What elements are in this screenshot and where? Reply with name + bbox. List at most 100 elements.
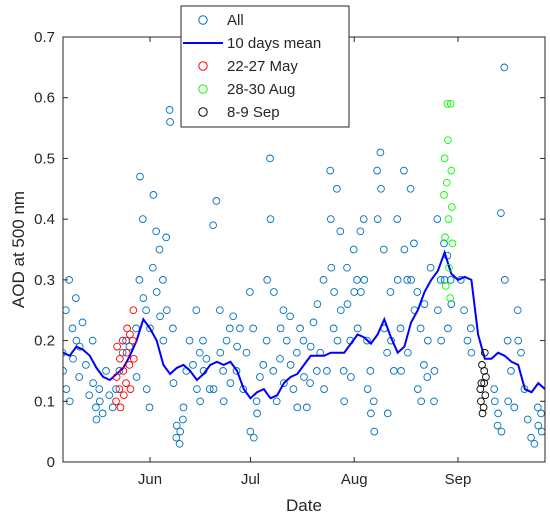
data-point-all-183 bbox=[423, 373, 432, 381]
legend-symbol-all bbox=[198, 15, 208, 25]
data-point-28-30-aug-12 bbox=[448, 239, 457, 248]
data-point-all-31 bbox=[132, 373, 141, 381]
data-point-all-100 bbox=[270, 288, 278, 296]
data-point-all-23 bbox=[105, 391, 114, 400]
data-point-all-67 bbox=[199, 336, 207, 345]
data-point-all-46 bbox=[159, 276, 167, 284]
data-point-28-30-aug-10 bbox=[447, 166, 456, 175]
data-point-all-217 bbox=[517, 348, 525, 357]
data-point-all-34 bbox=[138, 215, 147, 223]
data-point-all-107 bbox=[286, 312, 294, 321]
data-point-all-156 bbox=[376, 148, 385, 157]
data-point-28-30-aug-7 bbox=[445, 263, 453, 272]
y-tick-label: 0.2 bbox=[34, 333, 55, 350]
data-point-all-211 bbox=[503, 336, 512, 345]
legend-symbol-28-30-aug bbox=[198, 84, 208, 94]
data-point-all-220 bbox=[527, 433, 535, 442]
data-point-all-148 bbox=[363, 336, 371, 345]
data-point-all-84 bbox=[236, 324, 244, 333]
data-point-all-118 bbox=[309, 318, 318, 327]
data-point-all-136 bbox=[343, 263, 351, 272]
legend-label-all: All bbox=[227, 12, 244, 29]
data-point-all-14 bbox=[85, 391, 94, 400]
data-point-all-87 bbox=[246, 288, 254, 296]
data-point-all-6 bbox=[68, 324, 77, 333]
data-point-8-9-sep-10 bbox=[480, 379, 489, 387]
data-point-all-112 bbox=[296, 324, 304, 333]
data-point-8-9-sep-9 bbox=[479, 403, 488, 412]
data-point-8-9-sep-1 bbox=[477, 379, 486, 387]
data-point-all-35 bbox=[139, 294, 148, 302]
data-point-all-76 bbox=[219, 367, 227, 375]
data-point-all-89 bbox=[249, 324, 258, 333]
data-point-all-38 bbox=[145, 403, 154, 412]
data-point-all-99 bbox=[269, 367, 278, 375]
data-point-all-221 bbox=[530, 439, 539, 448]
data-point-all-21 bbox=[98, 409, 107, 418]
data-point-all-108 bbox=[286, 361, 295, 369]
data-point-all-200 bbox=[463, 336, 472, 345]
data-point-all-192 bbox=[440, 239, 448, 248]
data-point-28-30-aug-13 bbox=[446, 294, 455, 302]
data-point-all-145 bbox=[357, 288, 365, 296]
data-point-all-182 bbox=[420, 300, 429, 308]
data-point-all-222 bbox=[533, 403, 542, 412]
data-point-all-63 bbox=[192, 306, 201, 315]
data-point-22-27-may-12 bbox=[125, 361, 134, 369]
data-point-all-174 bbox=[407, 276, 415, 284]
data-point-all-160 bbox=[383, 348, 391, 357]
data-point-all-95 bbox=[262, 336, 271, 345]
data-point-all-1 bbox=[63, 367, 67, 375]
data-point-all-36 bbox=[142, 306, 150, 315]
data-point-22-27-may-2 bbox=[113, 342, 121, 351]
data-point-all-208 bbox=[497, 427, 506, 436]
data-point-22-27-may-8 bbox=[119, 391, 128, 400]
data-point-all-197 bbox=[447, 300, 456, 308]
data-point-all-203 bbox=[490, 385, 499, 393]
data-point-all-158 bbox=[379, 245, 388, 254]
data-point-all-133 bbox=[336, 306, 345, 315]
data-point-22-27-may-15 bbox=[128, 336, 137, 345]
data-point-all-97 bbox=[266, 154, 274, 163]
data-point-all-47 bbox=[159, 336, 168, 345]
data-point-all-49 bbox=[162, 306, 171, 315]
data-point-all-109 bbox=[289, 385, 298, 393]
y-tick-label: 0.5 bbox=[34, 150, 55, 167]
data-point-all-179 bbox=[416, 324, 425, 333]
data-point-all-56 bbox=[175, 439, 184, 448]
data-point-all-81 bbox=[229, 312, 238, 321]
data-point-22-27-may-11 bbox=[123, 324, 131, 333]
data-point-22-27-may-7 bbox=[119, 367, 128, 375]
data-point-22-27-may-4 bbox=[116, 354, 124, 363]
data-point-all-18 bbox=[92, 415, 101, 424]
data-point-22-27-may-13 bbox=[126, 330, 134, 339]
data-point-all-15 bbox=[88, 336, 97, 345]
data-point-28-30-aug-1 bbox=[440, 154, 449, 163]
legend-symbol-8-9-sep bbox=[198, 107, 208, 117]
data-point-all-55 bbox=[172, 421, 181, 430]
data-point-all-64 bbox=[193, 385, 201, 393]
data-point-all-48 bbox=[162, 233, 171, 242]
data-point-all-78 bbox=[222, 336, 231, 345]
data-point-8-9-sep-3 bbox=[478, 409, 487, 418]
data-point-all-26 bbox=[115, 367, 124, 375]
data-point-22-27-may-17 bbox=[129, 354, 138, 363]
data-point-all-44 bbox=[155, 245, 164, 254]
x-tick-label: Aug bbox=[341, 471, 368, 488]
data-point-all-213 bbox=[507, 367, 515, 375]
data-point-8-9-sep-6 bbox=[480, 348, 489, 357]
data-point-28-30-aug-4 bbox=[443, 99, 452, 108]
data-point-all-123 bbox=[320, 385, 328, 393]
data-point-all-53 bbox=[169, 379, 178, 387]
data-point-all-40 bbox=[148, 263, 157, 272]
legend-symbol-22-27-may bbox=[198, 61, 208, 71]
data-point-all-66 bbox=[196, 397, 205, 406]
legend-box bbox=[180, 5, 350, 128]
data-point-all-79 bbox=[225, 324, 234, 333]
data-point-all-116 bbox=[306, 379, 314, 387]
legend-label-22-27-may: 22-27 May bbox=[227, 58, 298, 75]
data-point-all-205 bbox=[493, 421, 502, 430]
data-point-all-52 bbox=[169, 324, 177, 333]
y-tick-label: 0.3 bbox=[34, 272, 55, 289]
